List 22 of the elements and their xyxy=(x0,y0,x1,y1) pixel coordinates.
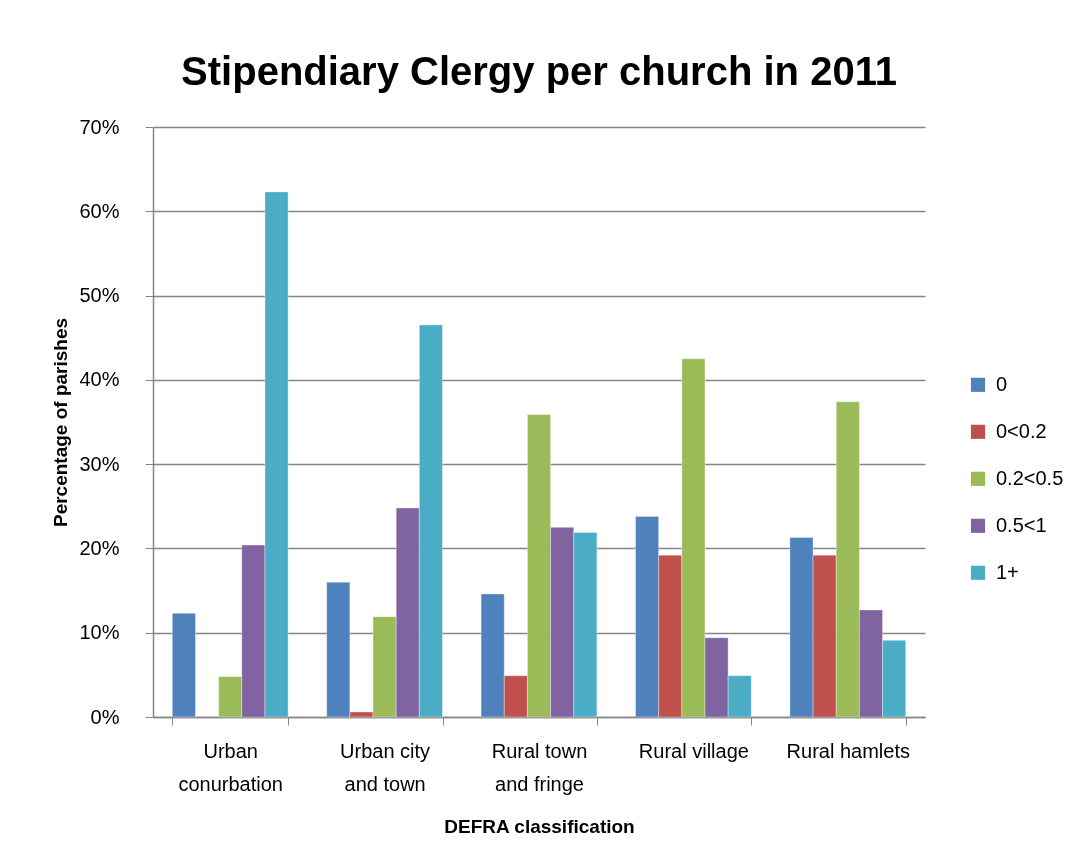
y-tick-label: 30% xyxy=(79,452,120,475)
x-tick-label: Urban conurbation xyxy=(178,739,283,795)
legend-label: 0.5<1 xyxy=(996,513,1047,536)
x-tick-label: Rural village xyxy=(638,739,749,762)
chart-title: Stipendiary Clergy per church in 2011 xyxy=(181,49,897,93)
y-tick-label: 50% xyxy=(79,284,120,307)
x-tick-label: Rural hamlets xyxy=(786,739,910,762)
y-tick-label: 70% xyxy=(79,115,120,138)
bar xyxy=(172,613,196,718)
y-tick-label: 40% xyxy=(79,368,120,391)
y-tick-label: 0% xyxy=(90,705,120,728)
x-axis-title: DEFRA classification xyxy=(444,815,635,837)
legend-label: 0<0.2 xyxy=(996,419,1047,442)
legend-label: 0.2<0.5 xyxy=(996,466,1064,489)
y-axis-title: Percentage of parishes xyxy=(50,317,72,528)
x-tick-label: Rural town and fringe xyxy=(491,739,588,795)
y-tick-label: 10% xyxy=(79,621,120,644)
legend-label: 1+ xyxy=(996,560,1019,583)
x-tick-label: Urban city and town xyxy=(340,739,431,795)
y-tick-label: 20% xyxy=(79,536,120,559)
y-tick-label: 60% xyxy=(79,199,120,222)
legend-label: 0 xyxy=(996,372,1008,395)
